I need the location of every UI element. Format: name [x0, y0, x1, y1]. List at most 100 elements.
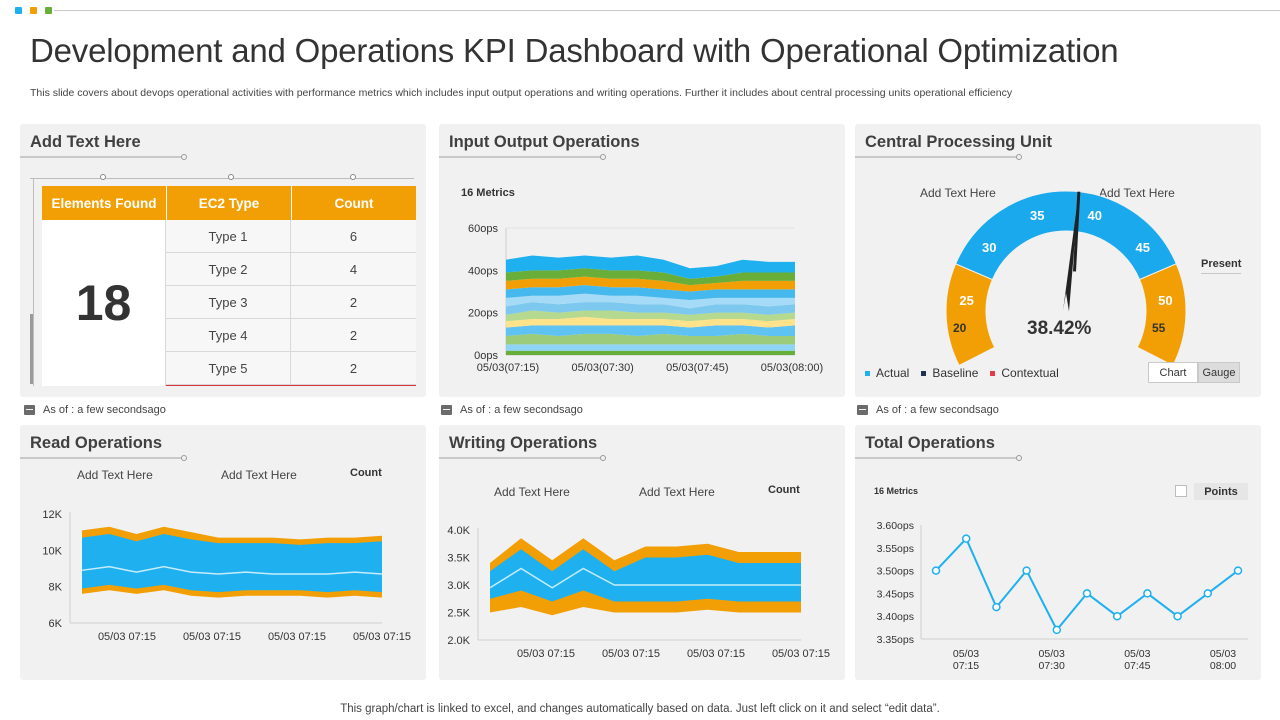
x-tick-label: 08:00 — [1210, 660, 1236, 672]
gauge-legend: Actual Baseline Contextual — [865, 366, 1059, 380]
gauge-band — [1136, 263, 1187, 367]
data-point — [1022, 566, 1031, 575]
write-label-2: Add Text Here — [639, 485, 715, 499]
table-header-count: Count — [291, 186, 416, 220]
panel-title: Input Output Operations — [449, 133, 640, 151]
series-area — [506, 350, 795, 355]
y-tick-label: 6K — [49, 618, 63, 630]
y-tick-label: 3.45ops — [877, 588, 914, 600]
cpu-gauge: 25 30 35 40 45 50 — [945, 190, 1187, 367]
y-tick-label: 2.5K — [447, 608, 470, 620]
gauge-tick-label: 25 — [959, 293, 973, 308]
as-of-text: As of : a few secondsago — [876, 404, 999, 416]
read-label-1: Add Text Here — [77, 468, 153, 482]
panel-title: Add Text Here — [30, 133, 141, 151]
gauge-tick-label: 30 — [982, 240, 996, 255]
data-point — [1082, 589, 1092, 598]
gauge-label-right: Add Text Here — [1099, 186, 1175, 200]
y-tick-label: 12K — [42, 509, 62, 521]
top-divider — [54, 10, 1280, 11]
gauge-tick-label: 50 — [1158, 293, 1172, 308]
data-point — [1233, 566, 1243, 575]
total-line-chart[interactable]: 3.35ops 3.40ops 3.45ops 3.50ops 3.55ops 3.60o… — [855, 425, 1261, 680]
x-tick-label: 07:45 — [1124, 660, 1150, 672]
x-tick-label: 05/03 07:15 — [687, 648, 745, 660]
x-tick-label: 05/03 — [1124, 648, 1150, 660]
table-cell-count: 2 — [291, 319, 416, 352]
gauge-toggle-button[interactable]: Gauge — [1198, 362, 1240, 383]
points-checkbox[interactable] — [1175, 485, 1187, 497]
x-tick-label: 05/03(07:45) — [666, 362, 728, 374]
accent-square-blue — [15, 7, 22, 14]
series-area — [506, 285, 795, 300]
selection-handle[interactable] — [100, 174, 106, 180]
x-tick-label: 05/03 — [1039, 648, 1065, 660]
legend-label: Baseline — [932, 366, 979, 380]
table-cell-count: 4 — [291, 253, 416, 286]
io-area-chart[interactable]: 16 Metrics 0ops 20ops 40ops 60ops 05/03(07:1… — [439, 124, 845, 397]
selection-handle[interactable] — [350, 174, 356, 180]
panel-title: Central Processing Unit — [865, 133, 1053, 151]
legend-label: Actual — [876, 366, 910, 380]
legend-swatch — [921, 370, 927, 376]
y-tick-label: 3.5K — [447, 553, 470, 565]
calendar-icon — [24, 405, 35, 415]
chart-toggle-button[interactable]: Chart — [1148, 362, 1198, 383]
data-point — [992, 602, 1001, 612]
x-tick-label: 05/03 — [1210, 648, 1236, 660]
selection-frame-top — [30, 178, 414, 179]
series-area — [506, 302, 795, 315]
series-area — [506, 344, 795, 351]
x-tick-label: 05/03 — [953, 648, 979, 660]
y-tick-label: 0ops — [474, 350, 498, 362]
title-underline — [439, 154, 606, 160]
calendar-icon — [857, 405, 868, 415]
gauge-band — [955, 190, 1177, 281]
write-label-1: Add Text Here — [494, 485, 570, 499]
gauge-tick-label: 45 — [1136, 240, 1150, 255]
table-header-elements: Elements Found — [42, 186, 166, 220]
metrics-label: 16 Metrics — [461, 187, 515, 199]
panel-read-operations: Read Operations Add Text Here Add Text H… — [20, 425, 426, 680]
y-tick-label: 4.0K — [447, 525, 470, 537]
series-area — [506, 333, 795, 345]
x-tick-label: 05/03 07:15 — [517, 648, 575, 660]
gauge-min-label: 20 — [953, 321, 967, 335]
points-toggle[interactable]: Points — [1194, 483, 1248, 500]
y-tick-label: 3.50ops — [877, 566, 914, 578]
write-area-chart[interactable]: 2.0K 2.5K 3.0K 3.5K 4.0K 05/03 07:15 05/03 07:… — [439, 425, 845, 680]
y-tick-label: 10K — [42, 545, 62, 557]
table-cell-count: 2 — [291, 286, 416, 319]
panel-writing-operations: Writing Operations Add Text Here Add Tex… — [439, 425, 845, 680]
gauge-tick-label: 35 — [1030, 208, 1044, 223]
legend-item-baseline: Baseline — [921, 366, 978, 380]
table-cell-type: Type 3 — [166, 286, 291, 319]
read-area-chart[interactable]: 6K 8K 10K 12K 05/03 07:15 05/03 07:15 05/03 07… — [20, 425, 426, 680]
panel-input-output: Input Output Operations 16 Metrics 0ops 2… — [439, 124, 845, 397]
legend-swatch — [865, 370, 870, 376]
panel-title: Total Operations — [865, 434, 995, 452]
legend-label: Contextual — [1001, 366, 1059, 380]
x-tick-label: 05/03 07:15 — [183, 631, 241, 643]
selection-handle[interactable] — [228, 174, 234, 180]
as-of-timestamp: As of : a few secondsago — [24, 404, 166, 416]
series-area — [506, 325, 795, 336]
y-tick-label: 3.35ops — [877, 634, 914, 646]
series-line — [81, 565, 383, 575]
panel-title: Read Operations — [30, 434, 163, 452]
resize-handle[interactable] — [30, 314, 33, 384]
metrics-label: 16 Metrics — [874, 486, 919, 496]
series-line — [489, 567, 801, 589]
x-tick-label: 05/03 07:15 — [602, 648, 660, 660]
band-area — [490, 549, 801, 602]
panel-cpu: Central Processing Unit Add Text Here Ad… — [855, 124, 1261, 397]
table-header-ec2-type: EC2 Type — [166, 186, 291, 220]
accent-square-green — [45, 7, 52, 14]
panel-elements-table: Add Text Here Elements Found EC2 Type Co… — [20, 124, 426, 397]
data-point — [1112, 611, 1122, 621]
gauge-needle-line — [1073, 191, 1081, 272]
x-tick-label: 07:15 — [953, 660, 979, 672]
as-of-timestamp: As of : a few secondsago — [441, 404, 583, 416]
gauge-needle — [1063, 191, 1079, 312]
